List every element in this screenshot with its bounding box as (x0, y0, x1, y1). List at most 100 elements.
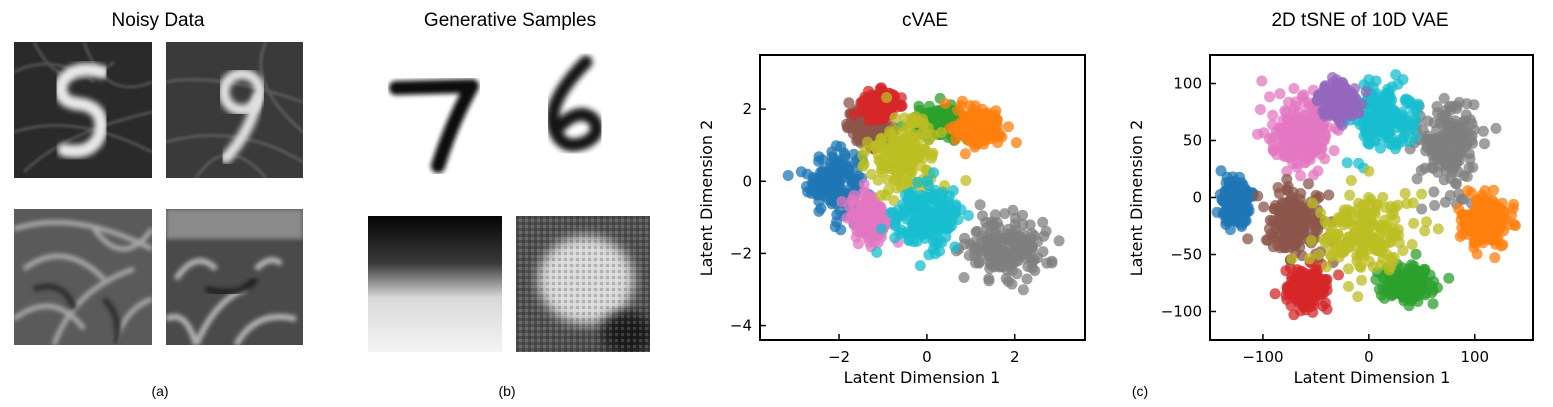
tsne-point (1386, 269, 1398, 281)
cvae-point (921, 216, 933, 228)
tsne-point (1283, 96, 1295, 108)
cvae-point (990, 248, 1002, 260)
tsne-point (1447, 155, 1459, 167)
cvae-point (889, 137, 900, 149)
tsne-point (1403, 275, 1415, 287)
tsne-point (1315, 286, 1327, 298)
tsne-point (1385, 275, 1397, 287)
cvae-point (998, 245, 1010, 257)
cvae-point (889, 145, 901, 157)
cvae-point (852, 127, 864, 138)
tsne-point (1344, 114, 1356, 126)
tsne-point (1469, 220, 1481, 232)
tsne-point (1290, 219, 1302, 231)
tsne-point (1333, 239, 1345, 251)
cvae-point (879, 160, 891, 172)
tsne-point (1228, 200, 1239, 212)
tsne-point (1416, 203, 1428, 215)
cvae-point (942, 112, 954, 124)
cvae-point (865, 225, 877, 237)
cvae-point (841, 212, 853, 224)
cvae-point (862, 127, 874, 139)
cvae-point (859, 101, 871, 113)
cvae-point (924, 167, 936, 179)
tsne-point (1438, 143, 1450, 155)
cvae-point (869, 90, 881, 102)
tsne-point (1220, 185, 1231, 197)
tsne-point (1223, 203, 1235, 215)
tsne-point (1456, 148, 1467, 160)
tsne-point (1427, 162, 1439, 174)
cvae-point (938, 118, 950, 130)
tsne-point (1245, 188, 1256, 199)
tsne-point (1314, 283, 1326, 295)
tsne-point (1463, 225, 1475, 237)
tsne-point (1366, 218, 1378, 229)
cvae-point (886, 130, 898, 142)
tsne-point (1435, 143, 1446, 155)
cvae-point (910, 219, 922, 230)
tsne-point (1426, 162, 1437, 173)
tsne-point (1319, 80, 1331, 92)
tsne-point (1308, 288, 1319, 300)
tsne-point (1228, 202, 1240, 214)
tsne-point (1365, 126, 1377, 138)
cvae-plot-frame (759, 54, 1086, 341)
cvae-point (848, 108, 860, 120)
tsne-point (1487, 213, 1499, 225)
cvae-point (960, 127, 972, 139)
tsne-point (1300, 144, 1312, 156)
cvae-point (1017, 243, 1029, 255)
cvae-point (834, 175, 846, 187)
cvae-point (975, 125, 987, 137)
tsne-point (1242, 190, 1254, 202)
tsne-point (1236, 203, 1248, 215)
cvae-point (867, 127, 879, 139)
cvae-point (1037, 216, 1049, 228)
tsne-point (1462, 209, 1474, 221)
tsne-point (1431, 125, 1442, 136)
cvae-point (918, 122, 929, 134)
cvae-point (864, 105, 876, 117)
cvae-point (857, 160, 869, 172)
tsne-point (1441, 104, 1453, 116)
tsne-point (1470, 207, 1482, 219)
tsne-point (1361, 125, 1373, 137)
cvae-point (964, 100, 976, 112)
cvae-point (863, 236, 875, 248)
cvae-point (869, 101, 881, 113)
tsne-point (1405, 120, 1417, 131)
tsne-point (1312, 264, 1324, 276)
tsne-point (1457, 209, 1469, 221)
tsne-point (1242, 193, 1253, 205)
cvae-point (1008, 257, 1020, 269)
tsne-point (1442, 122, 1454, 134)
tsne-point (1489, 197, 1500, 209)
cvae-point (935, 128, 947, 140)
tsne-point (1287, 223, 1299, 235)
tsne-point (1238, 202, 1250, 214)
tsne-point (1382, 112, 1394, 124)
tsne-point (1289, 271, 1301, 283)
cvae-point (896, 153, 908, 165)
cvae-point (873, 208, 884, 219)
tsne-point (1369, 233, 1381, 245)
tsne-point (1282, 210, 1293, 222)
cvae-point (876, 103, 888, 115)
tsne-point (1362, 97, 1374, 109)
cvae-point (979, 121, 991, 133)
tsne-point (1318, 233, 1330, 245)
tsne-point (1460, 218, 1472, 230)
cvae-point (924, 208, 936, 220)
tsne-point (1224, 197, 1236, 208)
tsne-point (1308, 136, 1320, 148)
tsne-point (1310, 135, 1322, 147)
tsne-point (1289, 288, 1301, 300)
tsne-point (1281, 184, 1293, 196)
cvae-point (851, 125, 863, 137)
tsne-point (1384, 274, 1396, 286)
tsne-point (1287, 186, 1299, 198)
cvae-point (991, 217, 1003, 229)
cvae-point (820, 187, 832, 199)
cvae-point (860, 216, 871, 228)
